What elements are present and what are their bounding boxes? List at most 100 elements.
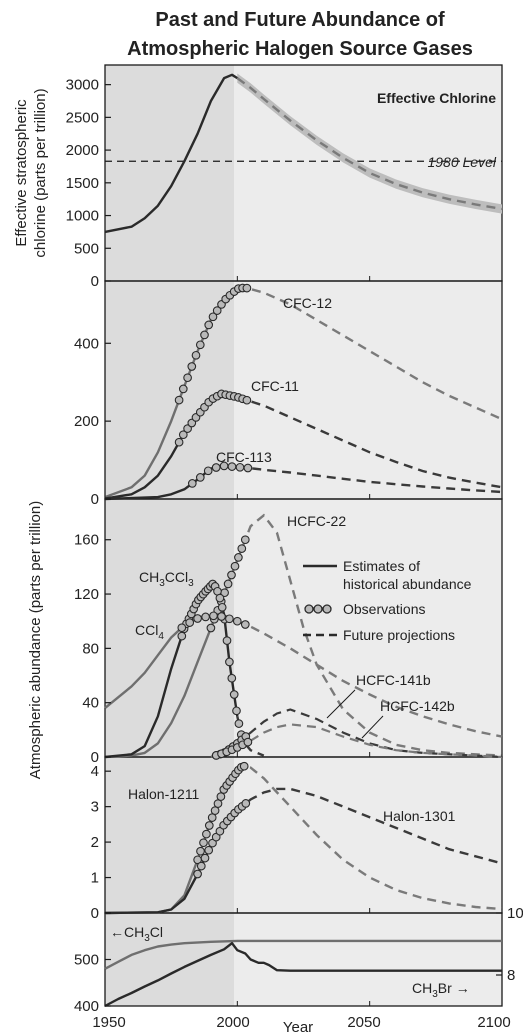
- y-tick-label-hcfcs-and-solvents-0: 0: [91, 749, 99, 766]
- obs-ch3ccl3-19943: [217, 602, 227, 612]
- obs-cfc-113-19860: [195, 473, 205, 482]
- obs-cfc-12-19796: [178, 384, 188, 394]
- y-tick-label-effective-chlorine-0: 0: [91, 273, 99, 290]
- y-axis-label-top-line1: Effective stratospheric: [13, 99, 30, 247]
- legend-estimates-line2: historical abundance: [343, 576, 472, 592]
- obs-cfc-12-19892: [204, 320, 214, 330]
- obs-cfc-113-20040: [243, 463, 253, 473]
- label-ch3br-a: CH: [412, 980, 432, 996]
- x-tick-label-2050: 2050: [347, 1014, 380, 1031]
- series-ccl4-projection: [236, 620, 503, 738]
- series-hcfc-22-projection: [236, 513, 503, 757]
- obs-ch3ccl3-19997: [232, 706, 241, 716]
- obs-ccl4-20000: [232, 616, 242, 626]
- obs-cfc-12-19812: [183, 373, 192, 383]
- obs-ccl4-20030: [240, 620, 250, 629]
- y-tick-label-effective-chlorine-1000: 1000: [66, 208, 99, 225]
- obs-cfc-12-20036: [242, 283, 252, 293]
- label-ch3cl-a: CH: [124, 924, 144, 940]
- y-tick-label-halons-1: 1: [91, 870, 99, 887]
- obs-hcfc-22-20004: [234, 553, 243, 562]
- series-effective-chlorine-projection: [236, 77, 503, 211]
- obs-cfc-11-19828: [187, 418, 197, 428]
- obs-halon-1211-20026: [239, 761, 249, 771]
- obs-ch3ccl3-19988: [229, 690, 239, 699]
- label-hcfc142b: HCFC-142b: [380, 698, 455, 714]
- obs-ccl4-19790: [177, 623, 187, 633]
- x-tick-label-2100: 2100: [477, 1014, 510, 1031]
- obs-ch3ccl3-19790: [177, 631, 187, 641]
- obs-cfc-113-19830: [187, 479, 197, 488]
- y-tick-label-hcfcs-and-solvents-160: 160: [74, 532, 99, 549]
- y-tick-label-hcfcs-and-solvents-120: 120: [74, 586, 99, 603]
- y-tick-label-effective-chlorine-2500: 2500: [66, 109, 99, 126]
- obs-ccl4-19910: [209, 611, 218, 621]
- obs-cfc-12-19844: [191, 350, 201, 360]
- label-ch3br-b: Br: [438, 980, 452, 996]
- obs-halon-1211-19894: [204, 821, 214, 830]
- obs-ch3ccl3-19934: [215, 593, 225, 603]
- label-ch3cl-arrow: ←: [110, 924, 124, 940]
- series-hcfc-141b-projection: [236, 708, 503, 759]
- leader-hcfc142b: [361, 715, 384, 739]
- series-halon-1301-projection: [236, 787, 503, 865]
- obs-cfc-11-20036: [242, 395, 252, 405]
- obs-hcfc-22-19900: [206, 623, 216, 633]
- obs-halon-1301-19892: [204, 845, 214, 855]
- obs-hcfc-22-19991: [230, 561, 240, 571]
- label-hcfc141b: HCFC-141b: [356, 672, 431, 688]
- obs-cfc-12-19876: [200, 330, 209, 340]
- chart-title-line2: Atmospheric Halogen Source Gases: [127, 38, 473, 60]
- y-tick-label-halons-0: 0: [91, 905, 99, 922]
- y-tick-label-halons-4: 4: [91, 763, 99, 780]
- past-shade: [105, 65, 234, 1006]
- label-cfc12: CFC-12: [283, 295, 332, 311]
- obs-cfc-12-19860: [195, 340, 205, 350]
- label-cfc11: CFC-11: [251, 378, 299, 394]
- series-cfc-113-projection: [237, 465, 503, 494]
- label-ch3br-sub: 3: [432, 989, 438, 1000]
- label-ch3cl: ←CH3Cl: [110, 924, 163, 944]
- obs-ch3ccl3-19961: [222, 636, 232, 645]
- label-ccl4-sub: 4: [158, 631, 164, 642]
- series-halon-1211-projection: [236, 764, 503, 911]
- y-tick-label-effective-chlorine-1500: 1500: [66, 175, 99, 192]
- series-cfc-11-projection: [236, 395, 503, 489]
- obs-hcfc-22-19965: [223, 579, 233, 589]
- x-tick-label-1950: 1950: [92, 1014, 125, 1031]
- y-tick-label-cfcs-200: 200: [74, 413, 99, 430]
- obs-halon-1211-19872: [199, 838, 208, 848]
- label-ch3cl-b: Cl: [150, 924, 163, 940]
- label-ch3br-arrow: →: [456, 980, 470, 996]
- label-ch3ccl3-sub2: 3: [188, 578, 194, 589]
- obs-ch3ccl3-19979: [227, 673, 237, 683]
- label-cfc113: CFC-113: [216, 449, 272, 465]
- y-tick-label-cfcs-400: 400: [74, 335, 99, 352]
- label-ch3ccl3: CH3CCl3: [139, 569, 194, 589]
- label-ch3br: CH3Br →: [412, 980, 470, 1000]
- y-tick-label-effective-chlorine-3000: 3000: [66, 77, 99, 94]
- obs-ccl4-19820: [185, 618, 195, 627]
- legend-estimates-line1: Estimates of: [343, 558, 420, 574]
- label-ch3ccl3-b: CCl: [165, 569, 188, 585]
- label-ch3cl-sub: 3: [144, 933, 150, 944]
- axis-ticks: 0500100015002000250030000200400040801201…: [66, 77, 503, 1015]
- y-axis-label-top-line2: chlorine (parts per trillion): [32, 88, 49, 257]
- obs-cfc-12-19908: [208, 312, 218, 322]
- obs-cfc-11-19780: [174, 437, 184, 447]
- obs-halon-1301-20032: [241, 799, 251, 808]
- series-effective-chlorine-historical: [104, 73, 238, 234]
- y-tick-label-effective-chlorine-500: 500: [74, 240, 99, 257]
- leader-hcfc141b: [326, 689, 356, 719]
- obs-cfc-11-19812: [183, 424, 192, 433]
- y-tick-label-halons-2: 2: [91, 834, 99, 851]
- obs-halon-1211-19883: [202, 829, 211, 839]
- observation-markers: [174, 283, 253, 879]
- series-labels: Effective Chlorine 1980 Level CFC-12 CFC…: [110, 90, 497, 1000]
- obs-hcfc-22-19978: [227, 570, 236, 580]
- obs-cfc-12-19924: [212, 306, 222, 315]
- label-effective-chlorine: Effective Chlorine: [377, 90, 496, 106]
- series-ch3br-historical: [104, 942, 502, 1008]
- obs-halon-1211-19861: [196, 846, 205, 856]
